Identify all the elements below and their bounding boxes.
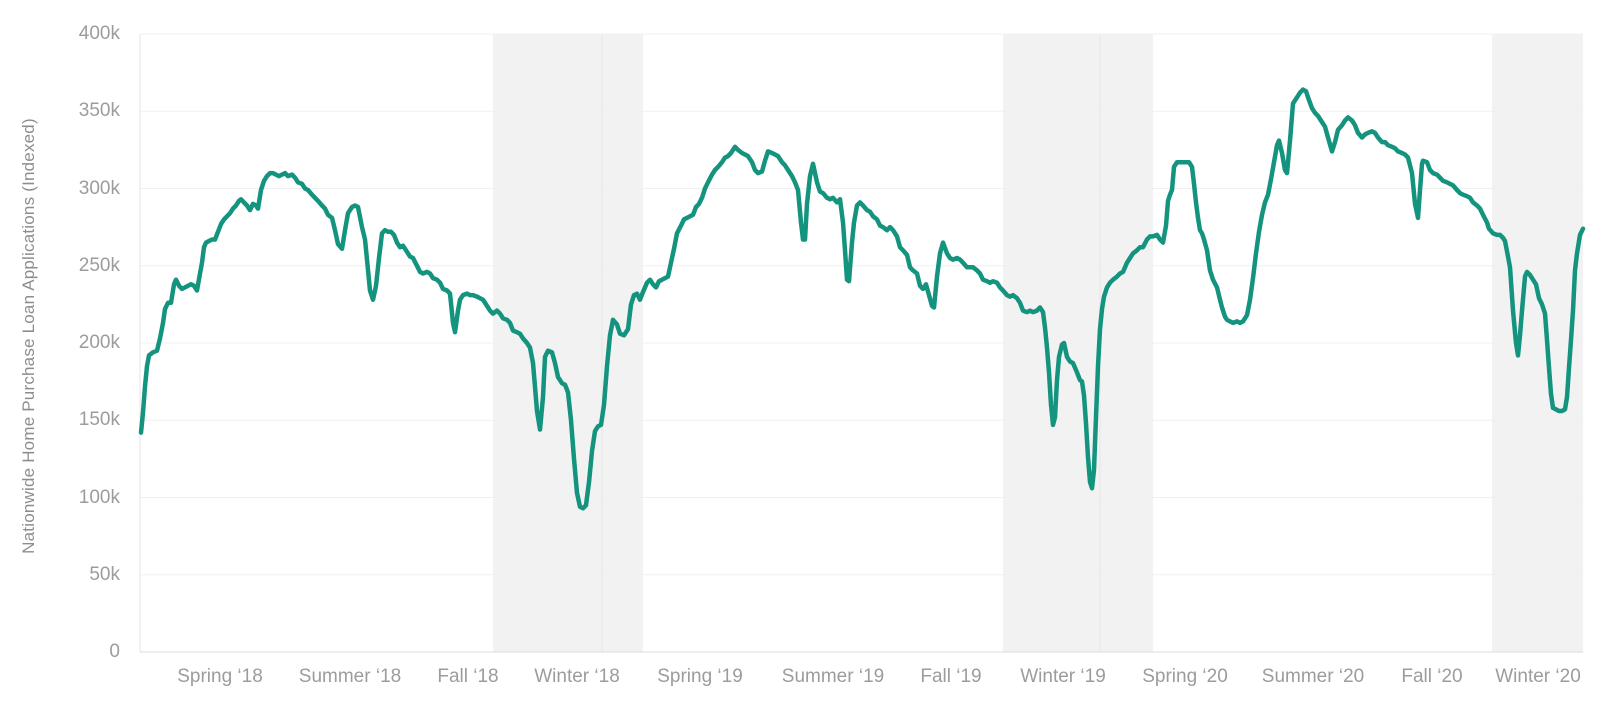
y-tick-label: 400k <box>78 23 120 44</box>
series-line-home-purchase-loan-applications <box>138 87 1586 511</box>
y-tick-label: 0 <box>109 641 120 662</box>
x-tick-label: Fall ‘20 <box>1401 666 1463 687</box>
x-tick-label: Winter ‘20 <box>1495 666 1581 687</box>
y-tick-label: 100k <box>78 486 120 508</box>
x-tick-label: Summer ‘19 <box>781 666 885 687</box>
y-tick-label: 300k <box>78 177 120 199</box>
y-tick-label: 50k <box>89 563 120 585</box>
x-tick-label: Fall ‘19 <box>920 666 982 687</box>
x-tick-label: Spring ‘18 <box>177 666 263 687</box>
x-tick-label: Spring ‘20 <box>1142 666 1228 687</box>
x-tick-label: Summer ‘18 <box>298 666 402 687</box>
x-tick-label: Summer ‘20 <box>1261 666 1365 687</box>
x-tick-label: Fall ‘18 <box>437 666 499 687</box>
x-tick-label: Winter ‘18 <box>534 666 620 687</box>
y-tick-label: 250k <box>78 254 120 276</box>
x-tick-label: Winter ‘19 <box>1020 666 1106 687</box>
y-tick-label: 350k <box>78 100 120 122</box>
y-tick-label: 150k <box>78 409 120 431</box>
y-tick-label: 200k <box>78 332 120 353</box>
x-tick-label: Spring ‘19 <box>657 666 743 687</box>
